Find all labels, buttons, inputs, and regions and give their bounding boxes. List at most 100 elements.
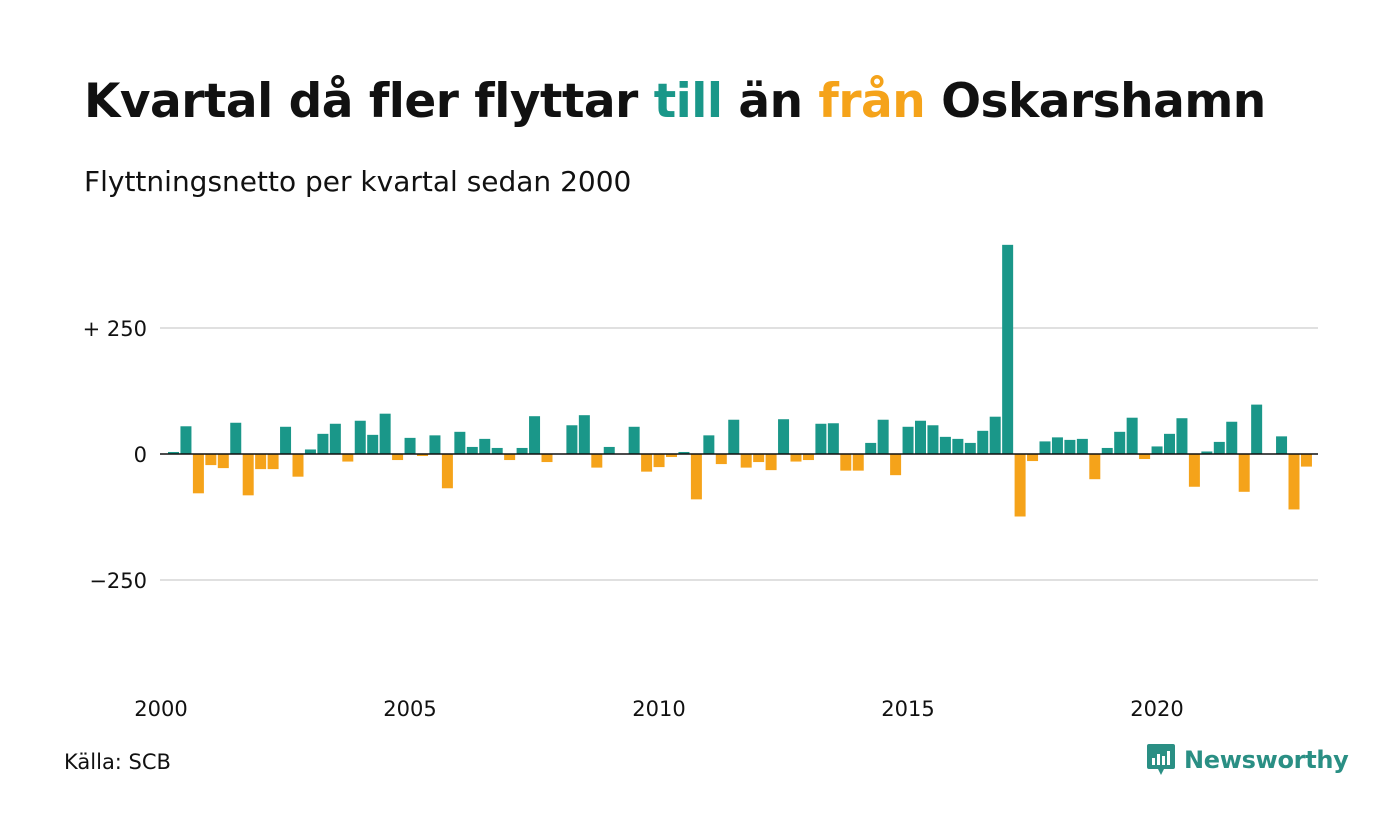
bar bbox=[1288, 454, 1300, 510]
bar bbox=[1039, 441, 1051, 454]
bar bbox=[952, 438, 964, 454]
bar bbox=[367, 434, 379, 454]
bar bbox=[840, 454, 852, 471]
bar bbox=[317, 433, 329, 454]
x-tick-label: 2010 bbox=[632, 697, 685, 721]
bar bbox=[417, 454, 428, 457]
bar bbox=[877, 419, 889, 454]
bar bbox=[304, 449, 316, 454]
bar bbox=[890, 454, 902, 476]
bar bbox=[404, 437, 416, 454]
newsworthy-logo-text: Newsworthy bbox=[1184, 746, 1349, 774]
bars bbox=[168, 244, 1312, 517]
bar bbox=[491, 447, 503, 454]
bar bbox=[1238, 454, 1250, 492]
bar bbox=[441, 454, 453, 489]
bar bbox=[354, 420, 366, 454]
bar bbox=[653, 454, 665, 468]
bar bbox=[280, 426, 292, 454]
bar bbox=[1164, 433, 1175, 454]
bar bbox=[242, 454, 254, 496]
bar bbox=[628, 426, 640, 454]
bar bbox=[379, 413, 391, 454]
bar bbox=[217, 454, 229, 469]
bar bbox=[454, 431, 466, 454]
title-part-1: Kvartal då fler flyttar bbox=[84, 74, 654, 129]
bar bbox=[827, 423, 839, 454]
bar bbox=[1151, 446, 1163, 454]
bar bbox=[1051, 437, 1063, 454]
y-tick-label: −250 bbox=[89, 569, 147, 593]
bar bbox=[1089, 454, 1101, 480]
bar bbox=[939, 436, 951, 454]
bar bbox=[765, 454, 777, 471]
bar bbox=[690, 454, 702, 500]
x-tick-label: 2020 bbox=[1130, 697, 1183, 721]
title-fran: från bbox=[818, 74, 926, 129]
bar bbox=[1064, 439, 1076, 454]
bar bbox=[1139, 454, 1151, 460]
bar bbox=[1101, 447, 1113, 454]
bar bbox=[479, 438, 491, 454]
bar bbox=[641, 454, 653, 472]
bar bbox=[1076, 438, 1088, 454]
bar bbox=[977, 430, 989, 454]
bar bbox=[180, 426, 192, 454]
bar bbox=[989, 416, 1001, 454]
bar bbox=[1201, 451, 1213, 454]
y-tick-label: + 250 bbox=[83, 317, 147, 341]
bar bbox=[1014, 454, 1026, 517]
bar bbox=[1276, 436, 1288, 454]
bar bbox=[666, 454, 677, 458]
x-tick-label: 2015 bbox=[881, 697, 934, 721]
bar bbox=[802, 454, 814, 461]
bar bbox=[292, 454, 304, 477]
bar bbox=[815, 423, 827, 454]
bar bbox=[728, 419, 740, 454]
bar bbox=[927, 425, 939, 454]
bar bbox=[466, 446, 478, 454]
bar bbox=[703, 435, 715, 454]
bar bbox=[915, 420, 926, 454]
grid-lines bbox=[160, 327, 1318, 581]
y-tick-label: 0 bbox=[134, 443, 147, 467]
bar bbox=[329, 423, 341, 454]
title-till: till bbox=[653, 74, 723, 129]
x-tick-label: 2005 bbox=[383, 697, 436, 721]
bar bbox=[1251, 404, 1263, 454]
bar bbox=[678, 451, 690, 454]
bar bbox=[778, 419, 790, 454]
bar bbox=[1188, 454, 1200, 487]
bar bbox=[1002, 244, 1014, 454]
bar bbox=[964, 442, 976, 454]
bar bbox=[865, 442, 877, 454]
x-tick-label: 2000 bbox=[134, 697, 187, 721]
bar bbox=[205, 454, 217, 466]
bar bbox=[1027, 454, 1039, 462]
bar bbox=[566, 425, 578, 454]
bar bbox=[230, 422, 242, 454]
bar bbox=[255, 454, 267, 470]
newsworthy-logo-icon bbox=[1147, 744, 1175, 775]
bar bbox=[902, 426, 914, 454]
title-part-3: Oskarshamn bbox=[925, 74, 1266, 129]
title-part-2: än bbox=[722, 74, 819, 129]
bar bbox=[603, 446, 615, 454]
chart-subtitle: Flyttningsnetto per kvartal sedan 2000 bbox=[84, 165, 632, 198]
bar bbox=[192, 454, 204, 494]
bar bbox=[790, 454, 802, 462]
bar bbox=[1126, 417, 1138, 454]
bar bbox=[740, 454, 752, 468]
bar bbox=[591, 454, 603, 468]
bar bbox=[753, 454, 765, 463]
bar bbox=[504, 454, 516, 461]
newsworthy-logo: Newsworthy bbox=[1146, 742, 1349, 778]
bar bbox=[1114, 431, 1126, 454]
bar bbox=[1176, 418, 1188, 454]
bar bbox=[578, 415, 590, 454]
bar bbox=[429, 435, 441, 454]
bar bbox=[852, 454, 864, 471]
bar bbox=[1213, 441, 1225, 454]
bar bbox=[342, 454, 354, 462]
